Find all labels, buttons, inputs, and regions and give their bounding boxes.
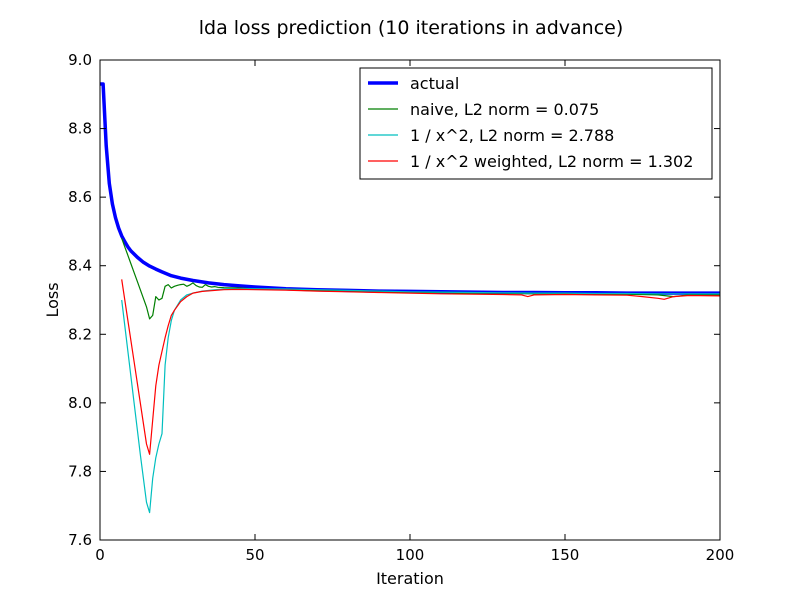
y-tick-label: 7.6	[68, 531, 92, 549]
x-tick-label: 0	[95, 546, 105, 564]
x-tick-label: 200	[706, 546, 735, 564]
y-tick-label: 9.0	[68, 51, 92, 69]
series-layer	[100, 82, 720, 514]
legend-label: actual	[410, 74, 459, 93]
chart-title: lda loss prediction (10 iterations in ad…	[199, 17, 624, 39]
axis-ticks: 0 50 100 150 200 7.6 7.8 8.0 8.2 8.4 8.6 8.8 9.0	[68, 51, 734, 564]
legend: actual naive, L2 norm = 0.075 1 / x^2, L2 …	[359, 67, 713, 180]
y-tick-label: 8.0	[68, 394, 92, 412]
x-tick-label: 150	[551, 546, 580, 564]
series-line-naive	[121, 238, 720, 320]
y-axis-label: Loss	[43, 282, 62, 317]
x-axis-label: Iteration	[376, 569, 444, 588]
y-tick-label: 8.2	[68, 325, 92, 343]
legend-frame	[359, 67, 713, 180]
legend-label: 1 / x^2 weighted, L2 norm = 1.302	[410, 152, 693, 171]
y-tick-label: 7.8	[68, 462, 92, 480]
legend-label: 1 / x^2, L2 norm = 2.788	[410, 126, 614, 145]
series-line-inverse-square-weighted	[121, 279, 720, 455]
y-tick-label: 8.4	[68, 257, 92, 275]
x-tick-label: 100	[396, 546, 425, 564]
y-tick-label: 8.6	[68, 188, 92, 206]
x-tick-label: 50	[245, 546, 264, 564]
legend-label: naive, L2 norm = 0.075	[410, 100, 599, 119]
series-line-inverse-square	[121, 288, 720, 514]
y-tick-label: 8.8	[68, 120, 92, 138]
